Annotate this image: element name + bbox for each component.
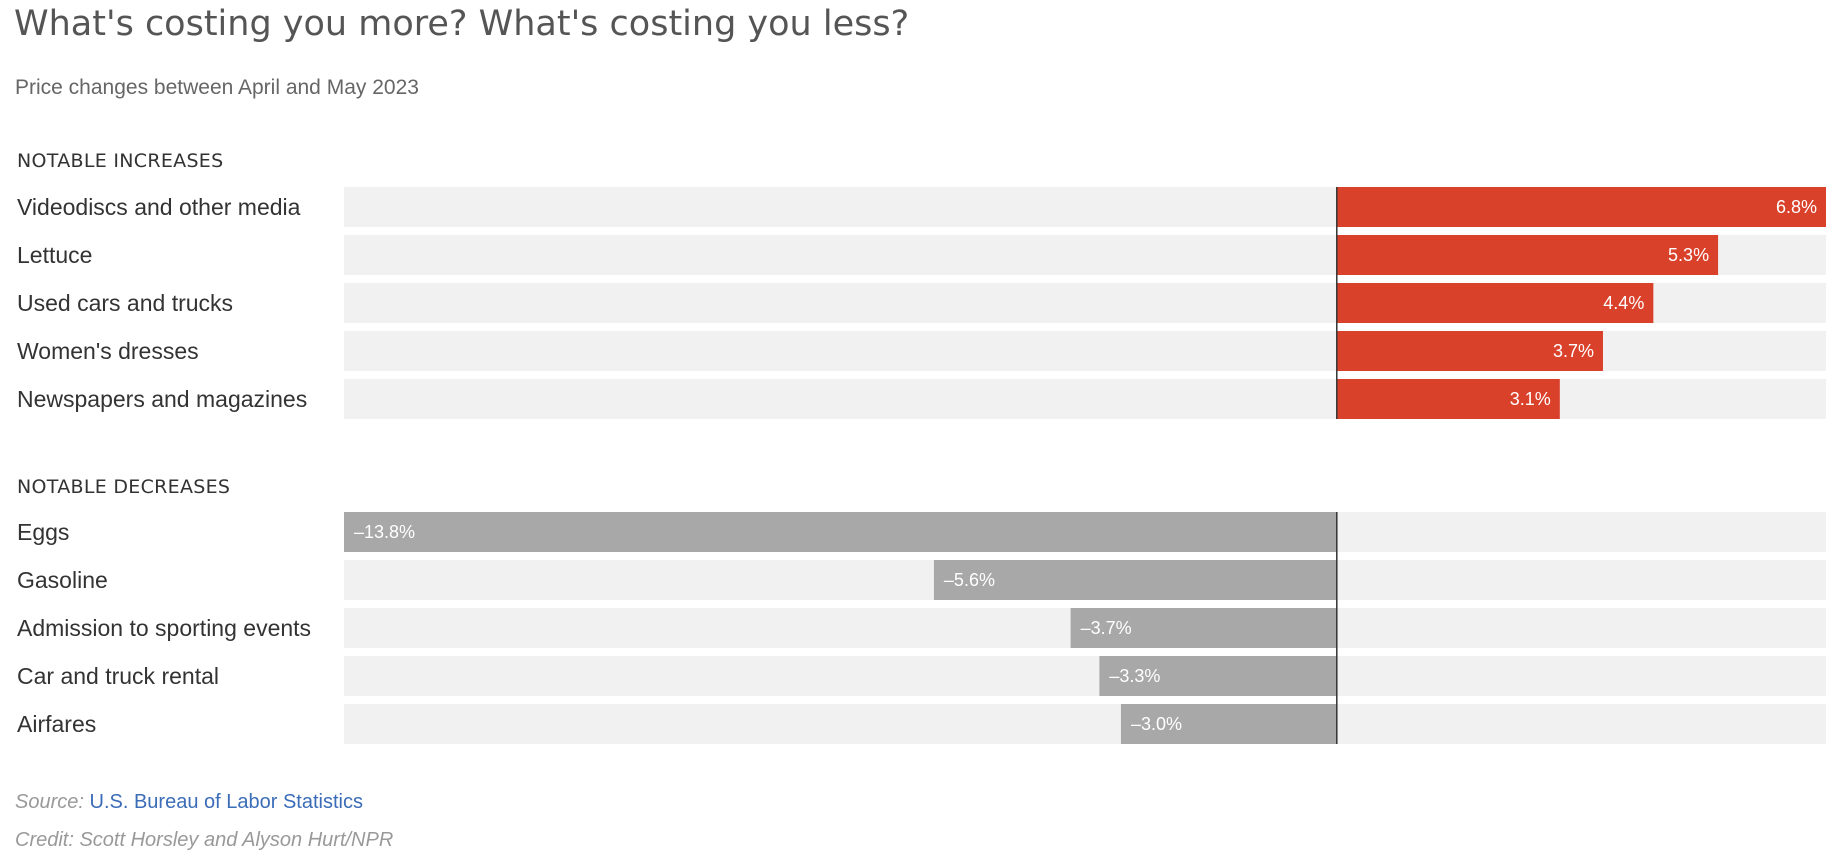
credit-line: Credit: Scott Horsley and Alyson Hurt/NP… bbox=[15, 829, 394, 851]
source-prefix: Source: bbox=[15, 791, 84, 813]
value-label: –13.8% bbox=[354, 522, 415, 542]
bar bbox=[1336, 283, 1654, 323]
bar-track bbox=[344, 331, 1826, 371]
category-label: Admission to sporting events bbox=[17, 615, 311, 641]
bar bbox=[1099, 656, 1337, 696]
category-label: Airfares bbox=[17, 711, 96, 737]
category-label: Gasoline bbox=[17, 567, 108, 593]
bar bbox=[1336, 331, 1603, 371]
source-line: Source: U.S. Bureau of Labor Statistics bbox=[15, 791, 363, 814]
source-link[interactable]: U.S. Bureau of Labor Statistics bbox=[89, 791, 363, 813]
value-label: 4.4% bbox=[1603, 293, 1644, 313]
category-label: Women's dresses bbox=[17, 338, 199, 364]
value-label: –3.3% bbox=[1109, 666, 1160, 686]
bar bbox=[1336, 379, 1560, 419]
bar bbox=[933, 560, 1337, 600]
value-label: 5.3% bbox=[1668, 245, 1709, 265]
category-label: Eggs bbox=[17, 519, 69, 545]
chart-title: What's costing you more? What's costing … bbox=[14, 4, 910, 44]
value-label: –3.7% bbox=[1081, 618, 1132, 638]
category-label: Car and truck rental bbox=[17, 663, 219, 689]
bar-track bbox=[344, 379, 1826, 419]
increases-heading: NOTABLE INCREASES bbox=[17, 150, 224, 172]
bar bbox=[1070, 608, 1337, 648]
value-label: –3.0% bbox=[1131, 714, 1182, 734]
bar bbox=[1336, 187, 1826, 227]
bar-chart: Videodiscs and other media 6.8% Lettuce 5.3… bbox=[17, 187, 1826, 744]
bar-track bbox=[344, 704, 1826, 744]
bar-track bbox=[344, 656, 1826, 696]
category-label: Newspapers and magazines bbox=[17, 386, 307, 412]
category-label: Videodiscs and other media bbox=[17, 194, 301, 220]
bar bbox=[1120, 704, 1337, 744]
value-label: 3.7% bbox=[1553, 341, 1594, 361]
value-label: –5.6% bbox=[944, 570, 995, 590]
decreases-heading: NOTABLE DECREASES bbox=[17, 476, 231, 498]
category-label: Lettuce bbox=[17, 242, 92, 268]
value-label: 6.8% bbox=[1776, 197, 1817, 217]
bar bbox=[1336, 235, 1719, 275]
value-label: 3.1% bbox=[1510, 389, 1551, 409]
bar bbox=[344, 512, 1337, 552]
category-label: Used cars and trucks bbox=[17, 290, 233, 316]
chart-subtitle: Price changes between April and May 2023 bbox=[15, 76, 419, 99]
